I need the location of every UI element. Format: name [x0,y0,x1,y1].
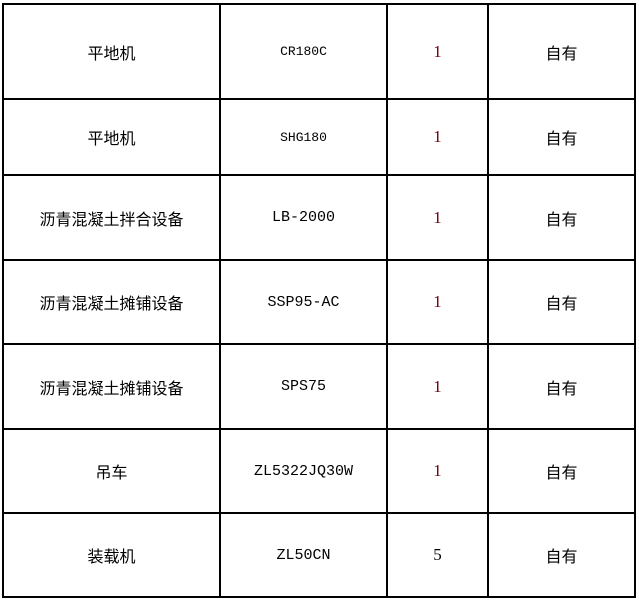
quantity-cell: 1 [386,428,489,514]
table-row: 沥青混凝土摊铺设备 SPS75 1 自有 [2,343,636,430]
model-cell: SHG180 [219,98,388,176]
name-cell: 沥青混凝土摊铺设备 [2,343,221,430]
model-cell: SPS75 [219,343,388,430]
name-cell: 平地机 [2,3,221,100]
name-cell: 平地机 [2,98,221,176]
ownership-cell: 自有 [487,174,636,261]
ownership-cell: 自有 [487,343,636,430]
table-row: 吊车 ZL5322JQ30W 1 自有 [2,428,636,514]
quantity-cell: 1 [386,343,489,430]
quantity-cell: 5 [386,512,489,598]
table-row: 平地机 SHG180 1 自有 [2,98,636,176]
model-cell: CR180C [219,3,388,100]
name-cell: 沥青混凝土摊铺设备 [2,259,221,345]
ownership-cell: 自有 [487,98,636,176]
table-row: 沥青混凝土拌合设备 LB-2000 1 自有 [2,174,636,261]
quantity-cell: 1 [386,174,489,261]
quantity-cell: 1 [386,3,489,100]
model-cell: SSP95-AC [219,259,388,345]
name-cell: 装载机 [2,512,221,598]
name-cell: 沥青混凝土拌合设备 [2,174,221,261]
ownership-cell: 自有 [487,259,636,345]
table-row: 装载机 ZL50CN 5 自有 [2,512,636,598]
model-cell: LB-2000 [219,174,388,261]
ownership-cell: 自有 [487,512,636,598]
table-row: 平地机 CR180C 1 自有 [2,3,636,100]
quantity-cell: 1 [386,259,489,345]
quantity-cell: 1 [386,98,489,176]
model-cell: ZL50CN [219,512,388,598]
table-row: 沥青混凝土摊铺设备 SSP95-AC 1 自有 [2,259,636,345]
equipment-table: 平地机 CR180C 1 自有 平地机 SHG180 1 自有 沥青混凝土拌合设备 LB-2000… [2,3,636,598]
model-cell: ZL5322JQ30W [219,428,388,514]
name-cell: 吊车 [2,428,221,514]
ownership-cell: 自有 [487,428,636,514]
ownership-cell: 自有 [487,3,636,100]
